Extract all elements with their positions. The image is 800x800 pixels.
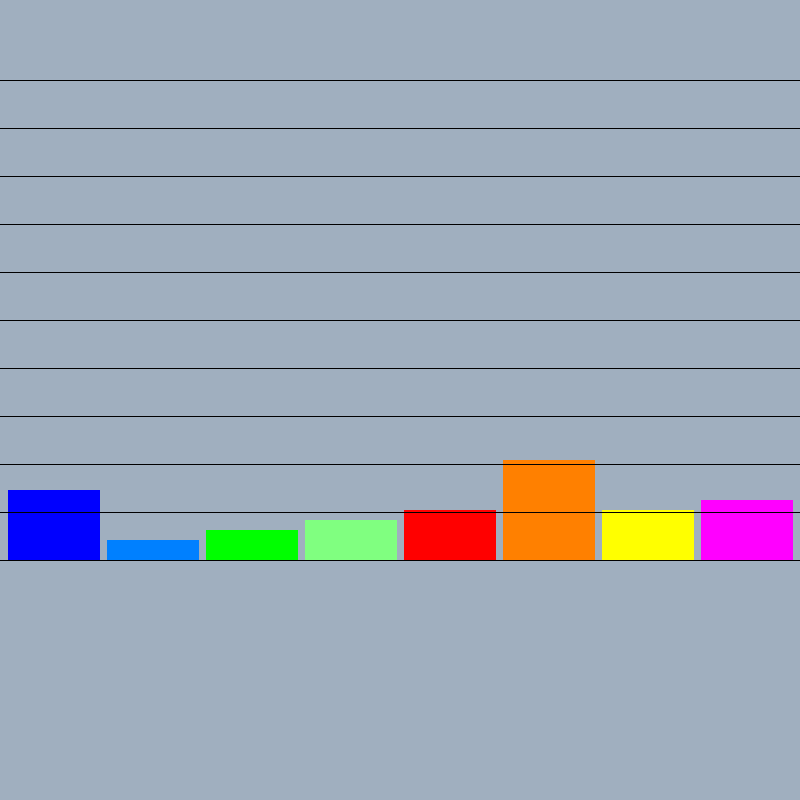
bar (107, 540, 199, 560)
bar (404, 510, 496, 560)
bar (701, 500, 793, 560)
bar (602, 510, 694, 560)
bar (8, 490, 100, 560)
bar (305, 520, 397, 560)
bar (503, 460, 595, 560)
bar (206, 530, 298, 560)
